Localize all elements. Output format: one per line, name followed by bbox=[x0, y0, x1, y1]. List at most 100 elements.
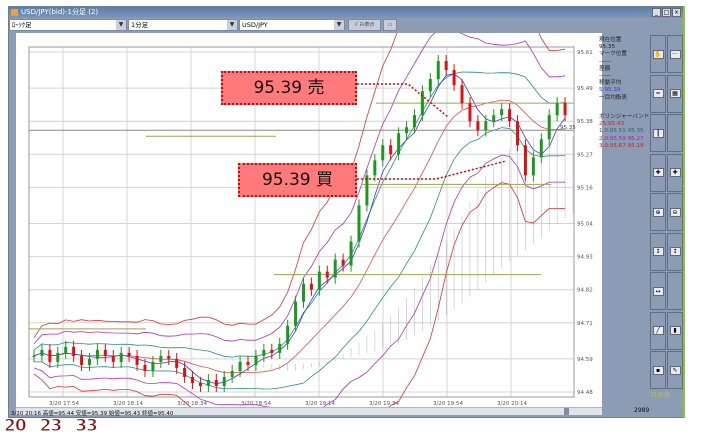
chart-canvas[interactable]: 95.61 95.49 95.38 95.27 95.16 95.04 94.93 94.82… bbox=[16, 33, 602, 407]
candle bbox=[111, 355, 115, 362]
candle bbox=[531, 157, 535, 176]
candle-select-button[interactable]: ▪ bbox=[650, 351, 666, 389]
panel-button[interactable]: ﾊﾟﾈﾙ表示 bbox=[348, 19, 381, 31]
y-tick-label: 94.59 bbox=[577, 357, 593, 363]
diff-label: 差額 bbox=[599, 65, 611, 72]
board-icon: ▦ bbox=[669, 89, 681, 98]
candle bbox=[159, 355, 163, 362]
chart-type-select[interactable]: ﾛｰｿｸ足 ▼ bbox=[9, 19, 127, 31]
candle bbox=[508, 109, 512, 122]
scale-button[interactable]: ↔ bbox=[650, 272, 666, 310]
candle bbox=[254, 355, 258, 365]
zoom-out-button[interactable]: ⊖ bbox=[667, 193, 683, 231]
cross-button[interactable]: ✚ bbox=[650, 153, 666, 192]
horizontal-scrollbar[interactable] bbox=[16, 407, 602, 415]
mark-label: マーク位置 bbox=[599, 51, 627, 58]
candle bbox=[452, 70, 456, 86]
clock-overlay: 20 23 33 bbox=[4, 416, 99, 436]
cross-button[interactable]: ✚ bbox=[667, 153, 683, 192]
current-label: 現在位置 bbox=[599, 37, 622, 43]
scale-down-button[interactable]: ↕ bbox=[667, 232, 683, 271]
maximize-button[interactable]: □ bbox=[662, 8, 671, 17]
clock-hours: 20 bbox=[4, 416, 28, 436]
clock-seconds: 33 bbox=[75, 416, 99, 436]
candle bbox=[365, 175, 369, 206]
candle bbox=[500, 109, 504, 116]
bb-1: 1.0:95.51 95.35 bbox=[599, 128, 644, 135]
window-button[interactable]: ▭ bbox=[383, 19, 397, 31]
candle-button[interactable]: ┃ bbox=[650, 114, 666, 152]
x-tick-label: 3/20 19:34 bbox=[369, 401, 399, 407]
window-edge bbox=[683, 6, 685, 418]
scale-up-button[interactable]: ↕ bbox=[650, 232, 666, 271]
zoom-in-button[interactable]: ⊕ bbox=[650, 193, 666, 231]
close-button[interactable]: × bbox=[672, 8, 681, 17]
y-tick-label: 95.49 bbox=[577, 86, 593, 92]
x-tick-label: 3/20 18:34 bbox=[177, 401, 207, 407]
chevron-down-icon[interactable]: ▼ bbox=[334, 20, 344, 30]
minimize-button[interactable]: _ bbox=[652, 8, 661, 17]
symbol-select[interactable]: USD/JPY ▼ bbox=[239, 19, 345, 31]
scale-up-icon: ↕ bbox=[652, 247, 664, 256]
dots-button[interactable]: ··· bbox=[667, 35, 683, 73]
buy-order-box[interactable]: 95.39 買 bbox=[238, 163, 357, 197]
ma-button[interactable]: ≈ bbox=[650, 74, 666, 113]
candle bbox=[492, 115, 496, 122]
pencil-button[interactable]: ✎ bbox=[667, 351, 683, 389]
candle bbox=[72, 346, 76, 356]
chevron-down-icon[interactable]: ▼ bbox=[116, 20, 126, 30]
title-bar: USD/JPY(bid)-1分足 (2) _ □ × bbox=[9, 7, 683, 18]
candle bbox=[64, 346, 68, 353]
candle bbox=[349, 241, 353, 266]
candle bbox=[206, 379, 210, 386]
trendline-button[interactable]: ╱ bbox=[650, 311, 666, 350]
board-button[interactable]: ▦ bbox=[667, 74, 683, 113]
candle bbox=[127, 352, 131, 356]
zoom-in-icon: ⊕ bbox=[652, 207, 664, 217]
candle bbox=[135, 355, 139, 365]
y-tick-label: 94.71 bbox=[577, 321, 593, 327]
x-tick-label: 3/20 20:14 bbox=[497, 401, 527, 407]
sell-order-box[interactable]: 95.39 売 bbox=[221, 71, 357, 105]
timeframe-select[interactable]: 1分足 ▼ bbox=[128, 19, 238, 31]
bollinger-upper-3 bbox=[33, 33, 566, 339]
y-tick-label: 95.16 bbox=[577, 185, 593, 191]
candle bbox=[381, 145, 385, 161]
price-chart[interactable]: 95.61 95.49 95.38 95.27 95.16 95.04 94.93 94.82… bbox=[16, 33, 602, 407]
candle bbox=[420, 91, 424, 116]
bar-button[interactable]: ▮ bbox=[667, 311, 683, 350]
candle bbox=[476, 121, 480, 131]
candle bbox=[48, 349, 52, 362]
candle bbox=[238, 361, 242, 371]
candle bbox=[563, 103, 567, 116]
x-tick-label: 3/20 19:54 bbox=[433, 401, 463, 407]
hand-button[interactable]: ✋ bbox=[650, 35, 666, 73]
candle bbox=[436, 61, 440, 80]
candle bbox=[357, 205, 361, 242]
y-tick-label: 94.82 bbox=[577, 288, 593, 294]
candle bbox=[270, 349, 274, 353]
y-tick-label: 95.61 bbox=[577, 50, 593, 56]
bollinger-lower-2 bbox=[33, 154, 566, 407]
candle bbox=[428, 79, 432, 92]
candle bbox=[246, 361, 250, 365]
candle bbox=[468, 103, 472, 122]
candle bbox=[547, 115, 551, 140]
bb-mid: 25:95.43 bbox=[599, 121, 625, 128]
bollinger-upper-1 bbox=[33, 71, 566, 358]
x-tick-label: 3/20 18:14 bbox=[113, 401, 143, 407]
ma-label: 移動平均 bbox=[599, 80, 622, 87]
candle bbox=[325, 271, 329, 278]
candle bbox=[183, 367, 187, 377]
info-panel: 現在位置 95.35 マーク位置 ------ 差額 ------ 移動平均 5:95.… bbox=[599, 37, 649, 150]
candle bbox=[278, 343, 282, 353]
pencil-icon: ✎ bbox=[669, 365, 681, 375]
candle bbox=[175, 358, 179, 368]
scroll-thumb[interactable] bbox=[564, 408, 569, 415]
x-tick-label: 3/20 19:14 bbox=[305, 401, 335, 407]
tl-color-label[interactable]: TLの色 bbox=[651, 392, 671, 399]
bb-2: 2.0:95.59 95.27 bbox=[599, 135, 644, 142]
x-tick-label: 3/20 18:54 bbox=[241, 401, 271, 407]
candle bbox=[262, 349, 266, 356]
chevron-down-icon[interactable]: ▼ bbox=[227, 20, 237, 30]
